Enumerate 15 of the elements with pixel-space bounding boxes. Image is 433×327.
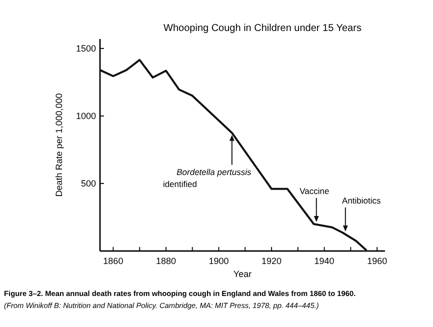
x-tick-label: 1880: [156, 256, 176, 266]
y-axis-title: Death Rate per 1,000,000: [54, 93, 64, 197]
annotation: Antibiotics: [342, 195, 381, 206]
x-axis-title: Year: [233, 269, 252, 279]
chart-title: Whooping Cough in Children under 15 Years: [164, 23, 362, 34]
y-tick-label: 1000: [76, 110, 96, 121]
x-tick-label: 1960: [367, 256, 388, 266]
x-tick-label: 1900: [208, 256, 229, 266]
x-tick-label: 1860: [103, 256, 124, 266]
annotation: Bordetella pertussis identified: [162, 166, 252, 189]
y-tick-label: 500: [80, 178, 96, 188]
y-tick-label: 1500: [76, 43, 96, 54]
annotation: Vaccine: [300, 186, 330, 196]
x-tick-label: 1920: [262, 256, 282, 266]
x-tick-label: 1940: [314, 256, 334, 266]
